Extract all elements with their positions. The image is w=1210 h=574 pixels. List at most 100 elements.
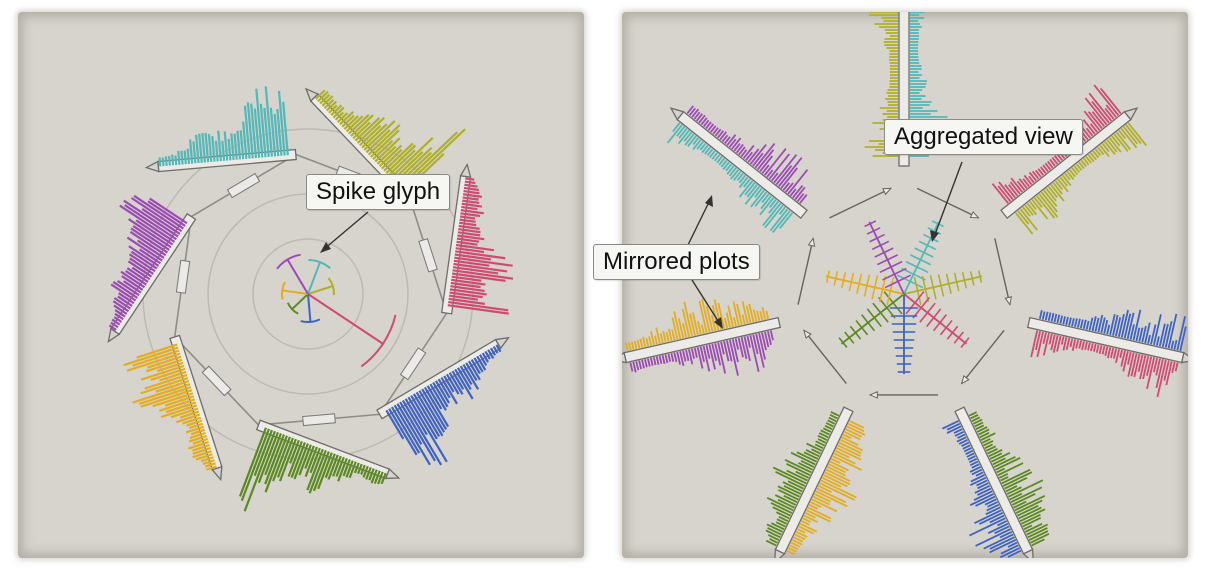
pencil-axis [773,406,854,558]
callout-arrowhead [320,242,331,253]
edge-arrowhead [807,237,816,247]
spike-glyph [276,253,397,368]
aggregated-view [825,220,983,374]
edge-connector-box [175,259,191,294]
edge-arrowhead [960,374,970,385]
polygon-edge-arrow [916,187,979,219]
polygon-edge-arrow [961,329,1005,384]
mirror-bars-b [968,411,1050,547]
mirror-bars-b [666,122,794,234]
right-figure-panel: Aggregated view Mirrored plots [593,12,1188,558]
pencil-tip [1123,107,1139,121]
axis-3 [376,336,510,466]
aggregate-spoke-6 [868,221,905,295]
edge-arrowhead [882,187,893,196]
edge-connector-box [226,172,261,199]
polygon-edge-arrow [797,238,814,305]
edge-arrowhead [868,391,878,399]
aggregated-callout-arrow [933,161,963,238]
histogram-bars [385,344,502,466]
spike-1 [307,285,334,295]
spike-glyph-callout: Spike glyph [306,174,451,210]
mirror-bars-b [786,420,866,556]
spike-arc-4 [286,302,299,315]
mirrored-callout-arrowhead-down [714,317,723,329]
pencil-tip [1180,351,1188,364]
pencil-tip [211,465,223,482]
pencil-tip [1022,548,1035,558]
polygon-edge-arrow [803,329,847,384]
histogram-bars [238,427,387,512]
pencil-tip [144,160,160,173]
spike-3 [307,293,312,322]
axis-0 [144,86,297,173]
mirrored-plots-callout: Mirrored plots [593,244,760,280]
spike-arc-5 [281,281,286,300]
callout-arrow [322,211,369,251]
mirror-bars-a [941,420,1022,558]
edge-arrowhead [803,329,812,339]
mirrored-axis-2 [1026,309,1188,398]
pencil-axis [1026,316,1188,364]
pencil-tip [773,548,786,558]
pencil-tip [459,162,472,178]
spike-4 [291,293,309,310]
mirrored-callout-arrow-down [691,279,721,325]
spike-2 [307,293,384,345]
spike-arc-2 [360,314,397,368]
polygon-edge-arrow [829,187,892,219]
edge-arrowhead [1004,296,1012,306]
mirrored-axis-4 [765,406,866,558]
axis-5 [123,334,223,482]
edge-connector-box [302,413,336,427]
mirrored-axis-3 [941,406,1050,558]
spike-6 [286,259,309,295]
histogram-bars [447,177,514,315]
mirrored-callout-arrow-up [686,199,711,248]
mirror-bars-a [686,105,809,204]
mirrored-axis-6 [666,105,809,234]
aggregate-spoke-2 [903,293,968,345]
pencil-axis [669,107,808,220]
axis-2 [440,162,514,315]
edge-connector-box [399,347,427,381]
pencil-tip [669,107,685,121]
pencil-tip [384,467,401,480]
histogram-bars [108,194,188,331]
edge-arrowhead [969,210,980,219]
spike-arc-0 [308,259,331,270]
pencil-tip [622,351,628,364]
aggregated-callout-arrowhead [930,230,939,242]
left-figure-panel: Spike glyph [18,12,584,558]
pencil-tip [107,327,121,343]
edge-connector-box [418,238,438,273]
edge-connector-box [201,365,232,397]
spike-arc-3 [300,318,321,323]
mirror-bars-b [629,330,774,376]
aggregate-spoke-4 [840,293,905,345]
axis-4 [238,419,401,512]
radial-plot-right [622,12,1188,558]
axis-6 [107,194,197,343]
pencil-axis [954,406,1035,558]
pencil-axis [622,316,782,364]
spike-0 [307,261,321,295]
mirrored-axis-5 [622,298,782,376]
spike-5 [282,289,309,295]
radial-plot-left [107,86,514,512]
mirrored-axis-1 [991,84,1148,235]
spike-arc-6 [276,253,301,270]
pencil-tip [304,87,320,103]
mirrored-callout-arrowhead-up [705,195,713,207]
polygon-edge-arrow [994,238,1011,305]
histogram-bars [314,89,466,193]
mirror-bars-b [1038,309,1187,352]
pencil-axis [1000,107,1139,220]
spike-arc-1 [327,277,335,296]
histogram-bars [123,343,217,471]
mirror-bars-a [1014,122,1148,235]
histogram-bars [158,86,289,167]
pencil-tip [494,336,510,350]
mirror-bars-a [765,411,840,547]
aggregated-view-callout: Aggregated view [884,119,1083,155]
